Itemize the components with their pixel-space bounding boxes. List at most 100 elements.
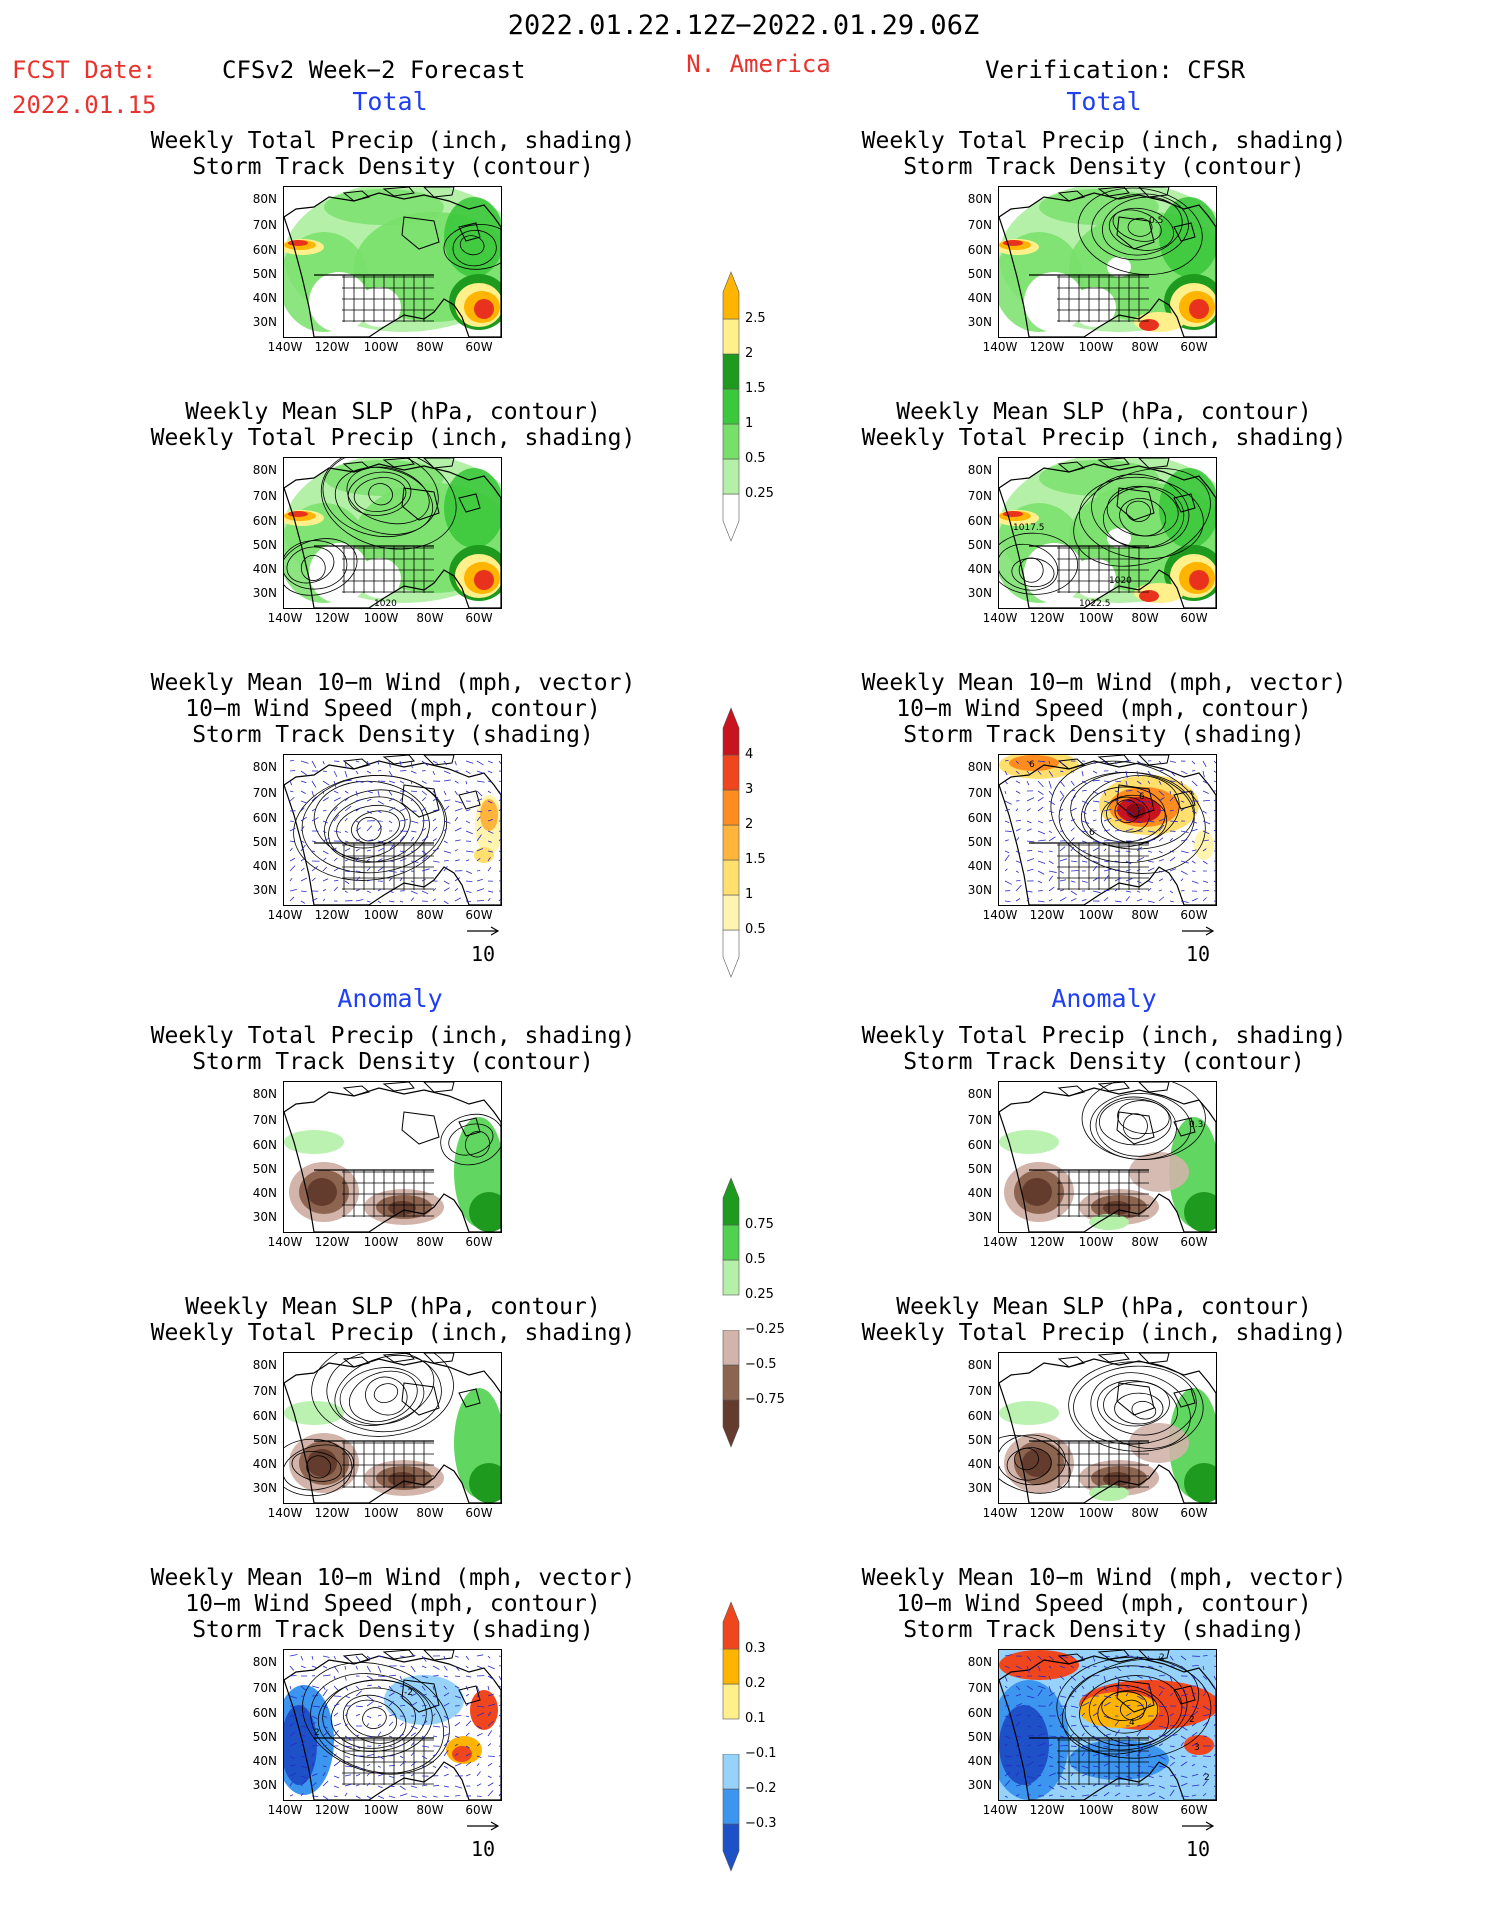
lat-tick-label: 60N <box>252 1409 277 1423</box>
lat-tick-label: 80N <box>252 1655 277 1669</box>
colorbar-box <box>722 423 740 460</box>
map-panel-anom-precip_track-cfsv2 <box>283 1081 502 1233</box>
lat-tick-label: 70N <box>252 1384 277 1398</box>
lat-tick-label: 40N <box>967 291 992 305</box>
contour-label: 1022.5 <box>1079 599 1111 608</box>
lon-tick-label: 60W <box>1180 1235 1208 1249</box>
panel-title-line: Weekly Total Precip (inch, shading) <box>150 425 636 451</box>
lon-tick-label: 60W <box>465 611 493 625</box>
left-anomaly-label: Anomaly <box>337 984 443 1013</box>
lat-tick-label: 30N <box>967 586 992 600</box>
lon-tick-label: 60W <box>465 908 493 922</box>
vector-reference: 10 <box>1178 1813 1218 1861</box>
lat-tick-label: 80N <box>252 463 277 477</box>
colorbar-box <box>722 353 740 390</box>
panel-title: Weekly Mean 10−m Wind (mph, vector) 10−m … <box>824 670 1384 748</box>
lat-tick-label: 60N <box>252 1138 277 1152</box>
lat-tick-label: 60N <box>967 243 992 257</box>
lon-tick-label: 80W <box>1131 1506 1159 1520</box>
panel-title-line: 10−m Wind Speed (mph, contour) <box>896 696 1312 722</box>
lon-tick-label: 80W <box>1131 1235 1159 1249</box>
lon-tick-label: 120W <box>314 611 350 625</box>
colorbar-level-label: 2 <box>745 346 754 361</box>
vector-reference-arrow-icon <box>467 1821 500 1831</box>
contour-label: 0.3 <box>1189 1120 1203 1130</box>
colorbar-level-label: 0.5 <box>745 451 766 466</box>
panel-title: Weekly Total Precip (inch, shading) Storm… <box>113 128 673 180</box>
lon-tick-label: 140W <box>267 1803 303 1817</box>
panel-title-line: Weekly Mean SLP (hPa, contour) <box>896 1294 1312 1320</box>
panel-title: Weekly Mean SLP (hPa, contour) Weekly Tot… <box>824 1294 1384 1346</box>
lat-tick-label: 30N <box>967 1210 992 1224</box>
colorbar-box <box>722 318 740 355</box>
colorbar-level-label: −0.5 <box>745 1357 777 1372</box>
panel-title: Weekly Total Precip (inch, shading) Storm… <box>113 1023 673 1075</box>
lon-tick-label: 80W <box>1131 340 1159 354</box>
contour-label: 3 <box>1194 1743 1200 1753</box>
lat-tick-label: 50N <box>967 267 992 281</box>
lon-tick-label: 140W <box>982 611 1018 625</box>
vector-reference: 10 <box>463 918 503 966</box>
colorbar-level-label: 0.5 <box>745 922 766 937</box>
panel-title-line: Storm Track Density (shading) <box>192 722 594 748</box>
lat-tick-label: 70N <box>252 218 277 232</box>
panel-title-line: 10−m Wind Speed (mph, contour) <box>185 1591 601 1617</box>
colorbar-level-label: 1 <box>745 416 754 431</box>
region-title: N. America <box>686 50 831 78</box>
colorbar-box <box>722 1259 740 1296</box>
lon-tick-label: 80W <box>416 611 444 625</box>
map-panel-anom-slp_precip-cfsr <box>998 1352 1217 1504</box>
lon-tick-label: 140W <box>267 908 303 922</box>
panel-title-line: Storm Track Density (shading) <box>192 1617 594 1643</box>
lon-tick-label: 100W <box>363 1506 399 1520</box>
vector-reference-value: 10 <box>470 942 496 966</box>
map-panel-total-precip_track-cfsv2 <box>283 186 502 338</box>
lat-tick-label: 50N <box>967 1730 992 1744</box>
colorbar-level-label: −0.1 <box>745 1746 777 1761</box>
colorbar-box <box>722 707 740 756</box>
lat-tick-label: 50N <box>967 835 992 849</box>
lat-tick-label: 70N <box>252 1681 277 1695</box>
panel-title-line: Weekly Mean SLP (hPa, contour) <box>185 399 601 425</box>
lon-tick-label: 140W <box>982 1235 1018 1249</box>
lat-tick-label: 60N <box>252 514 277 528</box>
lat-tick-label: 30N <box>252 1481 277 1495</box>
lat-tick-label: 50N <box>967 1433 992 1447</box>
panel-title-line: Weekly Total Precip (inch, shading) <box>150 128 636 154</box>
lat-tick-label: 80N <box>252 192 277 206</box>
lon-tick-label: 120W <box>314 1235 350 1249</box>
vector-reference-value: 10 <box>1185 942 1211 966</box>
lat-tick-label: 50N <box>252 835 277 849</box>
colorbar-box <box>722 929 740 978</box>
colorbar-box <box>722 859 740 896</box>
lon-tick-label: 60W <box>1180 1803 1208 1817</box>
contour-label: 2 <box>1189 1715 1195 1725</box>
colorbar-level-label: 2.5 <box>745 311 766 326</box>
lat-tick-label: 30N <box>252 883 277 897</box>
map-panel-total-wind_track-cfsr: 6 6 6 <box>998 754 1217 906</box>
lon-tick-label: 100W <box>1078 1506 1114 1520</box>
lat-tick-label: 60N <box>252 1706 277 1720</box>
left-total-label: Total <box>352 87 428 116</box>
lat-tick-label: 80N <box>967 1358 992 1372</box>
lat-tick-label: 70N <box>967 218 992 232</box>
lon-tick-label: 100W <box>1078 611 1114 625</box>
lat-tick-label: 50N <box>252 1162 277 1176</box>
panel-title-line: 10−m Wind Speed (mph, contour) <box>896 1591 1312 1617</box>
map-panel-total-precip_track-cfsr: 0.5 <box>998 186 1217 338</box>
lat-tick-label: 40N <box>967 1186 992 1200</box>
vector-reference-arrow-icon <box>1182 1821 1215 1831</box>
lat-tick-label: 60N <box>967 1138 992 1152</box>
lat-tick-label: 30N <box>252 1210 277 1224</box>
lat-tick-label: 60N <box>252 811 277 825</box>
panel-title: Weekly Mean 10−m Wind (mph, vector) 10−m … <box>113 1565 673 1643</box>
lat-tick-label: 40N <box>252 859 277 873</box>
lon-tick-label: 60W <box>1180 340 1208 354</box>
panel-title-line: Weekly Total Precip (inch, shading) <box>861 128 1347 154</box>
panel-title-line: Weekly Mean 10−m Wind (mph, vector) <box>861 1565 1347 1591</box>
colorbar-level-label: 0.25 <box>745 1287 774 1302</box>
lat-tick-label: 60N <box>967 811 992 825</box>
colorbar-box <box>722 1788 740 1825</box>
lat-tick-label: 40N <box>252 1186 277 1200</box>
lon-tick-label: 120W <box>1029 611 1065 625</box>
